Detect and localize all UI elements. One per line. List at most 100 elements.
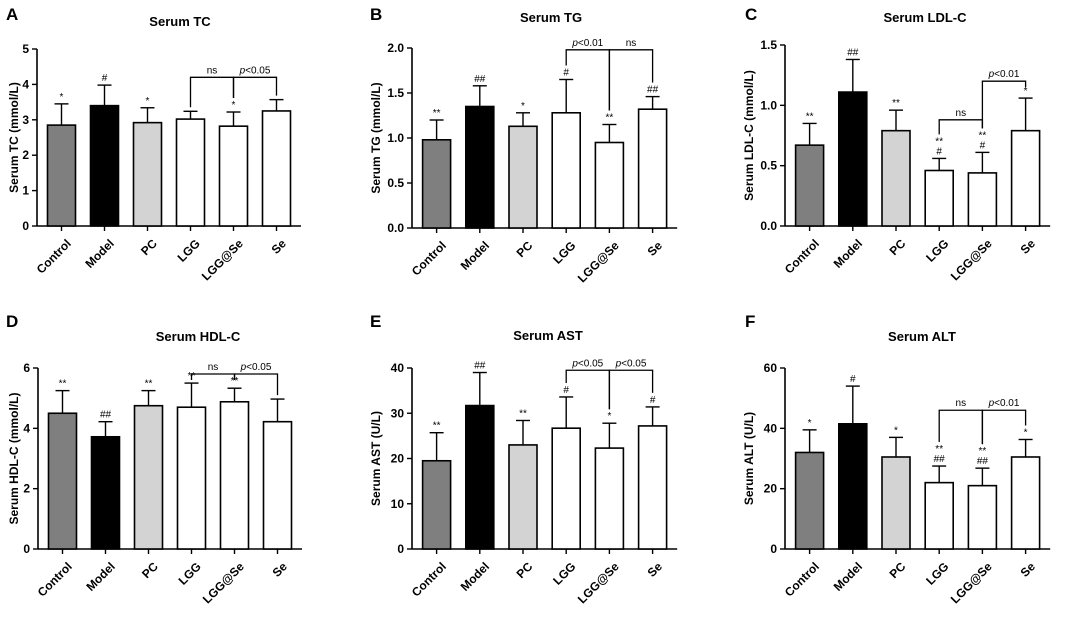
x-tick-label: LGG@Se (948, 236, 995, 283)
y-axis-label: Serum LDL-C (mmol/L) (742, 70, 756, 201)
y-axis-label: Serum TG (mmol/L) (369, 82, 383, 193)
significance-mark: ** (935, 136, 943, 147)
bar-model (837, 91, 868, 227)
comparison-bracket (938, 409, 984, 445)
comparison-bracket (981, 409, 1027, 445)
chart-title: Serum HDL-C (156, 329, 241, 344)
y-axis-label: Serum TC (mmol/L) (7, 82, 21, 193)
panel-letter: E (370, 312, 381, 331)
x-tick-label: PC (139, 559, 161, 581)
bar-lgg (924, 169, 955, 227)
x-tick-label: Model (831, 559, 865, 593)
bar-control (421, 139, 452, 229)
x-tick-label: Model (458, 559, 492, 593)
comparison-label: ns (956, 398, 967, 409)
y-axis-label: Serum AST (U/L) (369, 411, 383, 506)
x-tick-label: Model (82, 236, 116, 270)
x-tick-label: PC (514, 238, 536, 260)
x-tick-label: Control (409, 559, 449, 599)
y-tick-label: 10 (391, 497, 405, 511)
significance-mark: ## (474, 74, 486, 85)
significance-mark: ** (806, 111, 814, 122)
x-tick-label: LGG@Se (575, 238, 622, 285)
comparison-label: p<0.01 (988, 398, 1020, 409)
significance-mark: * (607, 411, 611, 422)
y-tick-label: 2 (23, 482, 30, 496)
chart-title: Serum AST (513, 328, 583, 343)
chart-title: Serum TG (520, 10, 582, 25)
y-axis-label: Serum ALT (U/L) (742, 412, 756, 505)
y-tick-label: 6 (23, 361, 30, 375)
x-tick-label: LGG@Se (575, 559, 622, 606)
bar-control (46, 124, 77, 227)
y-tick-label: 3 (22, 113, 29, 127)
panel-letter: B (370, 5, 382, 24)
x-tick-label: PC (887, 559, 909, 581)
y-tick-label: 40 (764, 421, 778, 435)
y-tick-label: 4 (22, 77, 29, 91)
y-tick-label: 0 (22, 219, 29, 233)
significance-mark: * (60, 92, 64, 103)
chart-panel-b: B Serum TG Serum TG (mmol/L) 0.0 0.5 1.0 1.5 2.… (369, 5, 678, 285)
y-tick-label: 0 (23, 542, 30, 556)
comparison-bracket (608, 369, 654, 410)
bar-se (637, 108, 668, 229)
y-tick-label: 1.0 (387, 131, 404, 145)
x-tick-label: LGG (550, 559, 578, 587)
bar-se (1010, 456, 1041, 550)
comparison-label: p<0.05 (571, 358, 603, 369)
y-tick-label: 2 (22, 148, 29, 162)
comparison-label: ns (626, 38, 637, 49)
significance-mark: ## (934, 454, 946, 465)
y-tick-label: 20 (764, 482, 778, 496)
x-tick-label: Control (782, 236, 822, 276)
bar-lgg-se (967, 484, 998, 550)
comparison-bracket (938, 119, 984, 135)
bar-control (421, 459, 452, 550)
significance-mark: ## (474, 361, 486, 372)
panel-letter: D (6, 312, 18, 331)
bar-se (1010, 129, 1041, 227)
significance-mark: * (146, 96, 150, 107)
y-tick-label: 4 (23, 421, 30, 435)
comparison-label: ns (207, 65, 218, 76)
x-tick-label: LGG@Se (200, 559, 247, 606)
chart-panel-f: F Serum ALT Serum ALT (U/L) 0 20 40 60 Control *… (742, 312, 1051, 606)
bar-model (837, 423, 868, 550)
chart-title: Serum LDL-C (883, 10, 967, 25)
x-tick-label: LGG (923, 559, 951, 587)
bar-lgg (176, 406, 207, 550)
comparison-bracket (189, 76, 235, 108)
significance-mark: * (894, 425, 898, 436)
bar-se (637, 425, 668, 550)
x-tick-label: LGG (923, 236, 951, 264)
comparison-bracket (190, 373, 236, 381)
y-tick-label: 0 (770, 542, 777, 556)
significance-mark: ** (606, 113, 614, 124)
x-tick-label: LGG (550, 238, 578, 266)
bar-pc (133, 404, 164, 550)
x-tick-label: Control (35, 559, 75, 599)
x-tick-label: Control (34, 236, 74, 276)
y-tick-label: 1.5 (760, 38, 777, 52)
bar-model (90, 435, 121, 550)
chart-panel-d: D Serum HDL-C Serum HDL-C (mmol/L) 0 2 4 6 Cont… (6, 312, 302, 606)
x-tick-label: Control (782, 559, 822, 599)
y-tick-label: 1 (22, 184, 29, 198)
significance-mark: ## (647, 85, 659, 96)
y-tick-label: 40 (391, 361, 405, 375)
x-tick-label: Model (458, 238, 492, 272)
significance-mark: ** (979, 130, 987, 141)
comparison-bracket (981, 80, 1027, 129)
bar-pc (881, 456, 911, 550)
bar-model (89, 104, 120, 227)
y-tick-label: 0.0 (760, 219, 777, 233)
bar-lgg-se (219, 400, 250, 550)
x-tick-label: PC (887, 236, 909, 258)
significance-mark: ** (433, 108, 441, 119)
bar-se (262, 420, 293, 550)
x-tick-label: Se (645, 238, 666, 259)
bar-lgg-se (218, 125, 249, 227)
x-tick-label: LGG (176, 559, 204, 587)
x-tick-label: LGG@Se (948, 559, 995, 606)
